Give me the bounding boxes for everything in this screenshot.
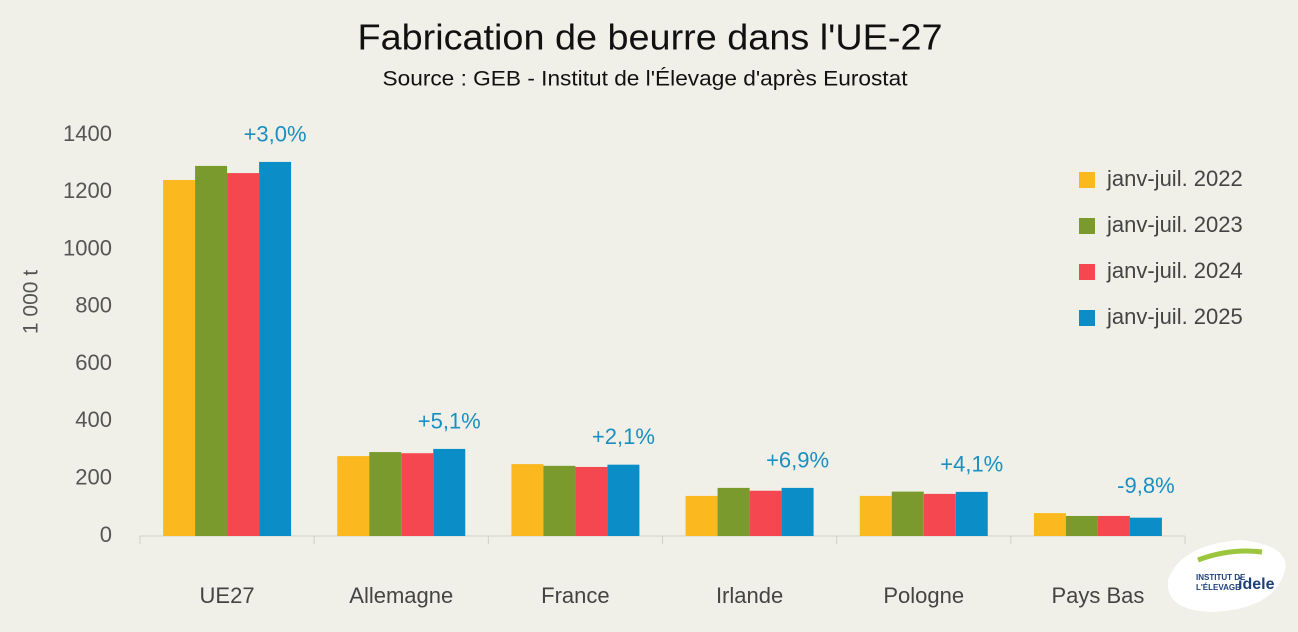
logo-swoosh <box>1197 548 1263 563</box>
y-tick-label: 1400 <box>63 121 112 146</box>
bar <box>749 490 782 536</box>
legend-swatch <box>1079 172 1095 188</box>
logo-badge <box>1167 540 1286 612</box>
bar <box>923 493 956 536</box>
x-tick-label: Pologne <box>883 583 964 608</box>
annotation: -9,8% <box>1117 473 1174 498</box>
bar <box>781 487 814 536</box>
y-tick-label: 1000 <box>63 235 112 260</box>
bar <box>195 165 228 537</box>
legend-label: janv-juil. 2023 <box>1106 212 1243 237</box>
bar <box>337 456 370 536</box>
bar <box>227 173 260 536</box>
bar <box>1033 513 1066 536</box>
legend-label: janv-juil. 2025 <box>1106 304 1243 329</box>
bar <box>607 464 640 536</box>
bar <box>1065 515 1098 536</box>
y-tick-label: 200 <box>75 465 112 490</box>
bar <box>163 179 196 536</box>
logo: INSTITUT DE L'ÉLEVAGE idele <box>1167 540 1286 612</box>
bar <box>955 491 988 536</box>
annotation: +3,0% <box>244 122 307 147</box>
y-tick-label: 400 <box>75 407 112 432</box>
y-axis-label: 1 000 t <box>20 270 43 334</box>
logo-text: L'ÉLEVAGE <box>1196 583 1241 592</box>
x-tick-label: Irlande <box>716 583 783 608</box>
y-tick-label: 0 <box>100 522 112 547</box>
y-tick-label: 600 <box>75 350 112 375</box>
legend-label: janv-juil. 2022 <box>1106 166 1243 191</box>
x-tick-label: Pays Bas <box>1051 583 1144 608</box>
bar <box>717 487 750 536</box>
bar <box>543 465 576 536</box>
bar <box>1097 515 1130 536</box>
logo-brand: idele <box>1238 576 1275 593</box>
bar <box>859 495 892 536</box>
bar <box>685 495 718 536</box>
bar <box>401 453 434 536</box>
x-tick-label: Allemagne <box>349 583 453 608</box>
legend-swatch <box>1079 218 1095 234</box>
annotation: +6,9% <box>766 448 829 473</box>
bar <box>259 161 292 536</box>
y-tick-label: 800 <box>75 293 112 318</box>
legend-swatch <box>1079 310 1095 326</box>
y-tick-label: 1200 <box>63 178 112 203</box>
annotation: +5,1% <box>418 409 481 434</box>
bar <box>575 466 608 536</box>
bar <box>433 448 466 536</box>
logo-text: INSTITUT DE <box>1196 573 1246 582</box>
x-tick-label: France <box>541 583 609 608</box>
bar <box>1129 517 1162 536</box>
x-tick-label: UE27 <box>200 583 255 608</box>
annotation: +2,1% <box>592 424 655 449</box>
bar <box>891 491 924 536</box>
bar <box>369 452 402 536</box>
annotation: +4,1% <box>940 451 1003 476</box>
legend-swatch <box>1079 264 1095 280</box>
bar <box>511 464 544 536</box>
legend-label: janv-juil. 2024 <box>1106 258 1243 283</box>
chart-title: Fabrication de beurre dans l'UE-27 <box>358 17 943 58</box>
chart-subtitle: Source : GEB - Institut de l'Élevage d'a… <box>383 68 908 91</box>
